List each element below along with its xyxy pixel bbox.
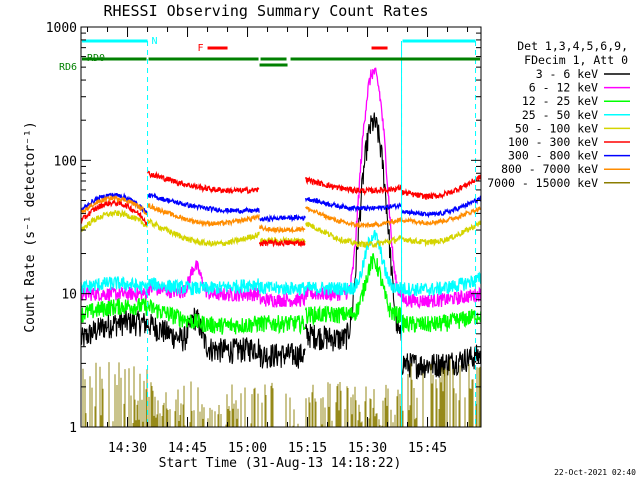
y-tick-label: 10 — [61, 288, 77, 303]
legend-entry-label: 12 - 25 keV — [522, 94, 598, 108]
annotation-layer: N F RD0 — [82, 36, 480, 427]
legend-entry-label: 6 - 12 keV — [529, 81, 598, 95]
legend-header-line-2: FDecim 1, Att 0 — [524, 53, 628, 67]
footer-date: 22-Oct-2021 02:40 — [554, 468, 636, 477]
plot-frame — [80, 26, 482, 428]
series-line — [80, 67, 482, 310]
rd0-label: RD0 — [87, 53, 105, 64]
x-tick-label: 15:15 — [288, 441, 327, 456]
legend-entry-label: 3 - 6 keV — [536, 67, 598, 81]
x-tick-label: 14:30 — [108, 441, 147, 456]
rd6-label: RD6 — [59, 62, 77, 73]
series-line — [80, 112, 482, 380]
y-tick-label: 1000 — [46, 21, 77, 36]
x-axis-label: Start Time (31-Aug-13 14:18:22) — [159, 456, 402, 471]
legend-entry-label: 25 - 50 keV — [522, 108, 598, 122]
x-tick-label: 14:45 — [168, 441, 207, 456]
legend-entry-label: 100 - 300 keV — [508, 135, 598, 149]
x-tick-label: 15:00 — [228, 441, 267, 456]
night-label: N — [152, 36, 158, 47]
legend: Det 1,3,4,5,6,9, FDecim 1, Att 0 3 - 6 k… — [487, 39, 630, 190]
series-line — [80, 194, 482, 234]
legend-entry-label: 50 - 100 keV — [515, 121, 598, 135]
legend-entry-label: 800 - 7000 keV — [501, 162, 598, 176]
y-axis-label: Count Rate (s⁻¹ detector⁻¹) — [23, 121, 38, 332]
legend-entry-label: 300 - 800 keV — [508, 149, 598, 163]
x-tick-label: 15:45 — [408, 441, 447, 456]
axis-layer: 14:30 14:45 15:00 15:15 15:30 15:45 1 10 100 1000… — [46, 21, 481, 456]
chart-title: RHESSI Observing Summary Count Rates — [103, 2, 428, 20]
y-tick-label: 1 — [69, 421, 77, 436]
series-line — [80, 253, 482, 336]
flare-label: F — [198, 43, 204, 54]
legend-entry-label: 7000 - 15000 keV — [487, 176, 598, 190]
series-line — [80, 192, 482, 223]
legend-header-line-1: Det 1,3,4,5,6,9, — [517, 39, 628, 53]
y-tick-label: 100 — [54, 154, 77, 169]
series-line — [80, 229, 482, 297]
x-tick-label: 15:30 — [348, 441, 387, 456]
series-layer — [80, 67, 482, 427]
